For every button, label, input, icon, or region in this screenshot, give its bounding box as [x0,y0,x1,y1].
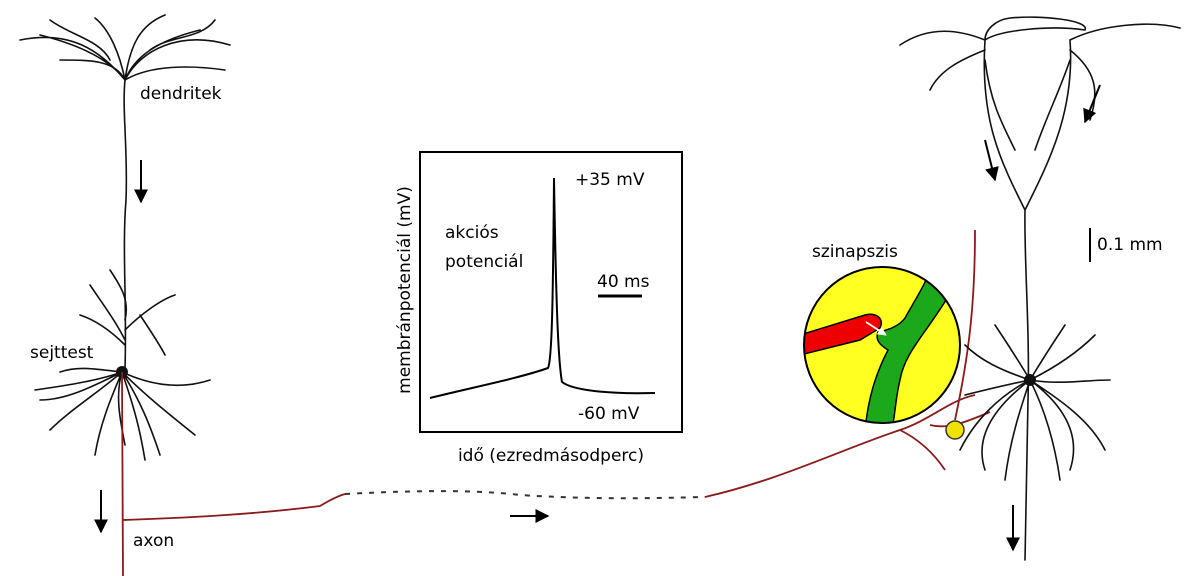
synapse-label: szinapszis [812,242,898,262]
inset-title-line: potenciál [445,252,523,272]
right-neuron [704,16,1181,561]
soma-label: sejttest [30,343,94,363]
time-scale-label: 40 ms [597,272,650,292]
dendrites-label: dendritek [140,84,222,104]
x-axis-label: idő (ezredmásodperc) [458,446,644,466]
inset-title-line: akciós [445,223,499,243]
y-axis-label: membránpotenciál (mV) [395,186,415,394]
scale-label: 0.1 mm [1097,235,1163,255]
axon-label: axon [133,531,174,551]
synapse-zoom [803,266,965,440]
rest-label: -60 mV [578,404,640,424]
peak-label: +35 mV [575,170,645,190]
left-neuron [19,14,706,576]
inset: membránpotenciál (mV) idő (ezredmásodper… [395,151,683,466]
